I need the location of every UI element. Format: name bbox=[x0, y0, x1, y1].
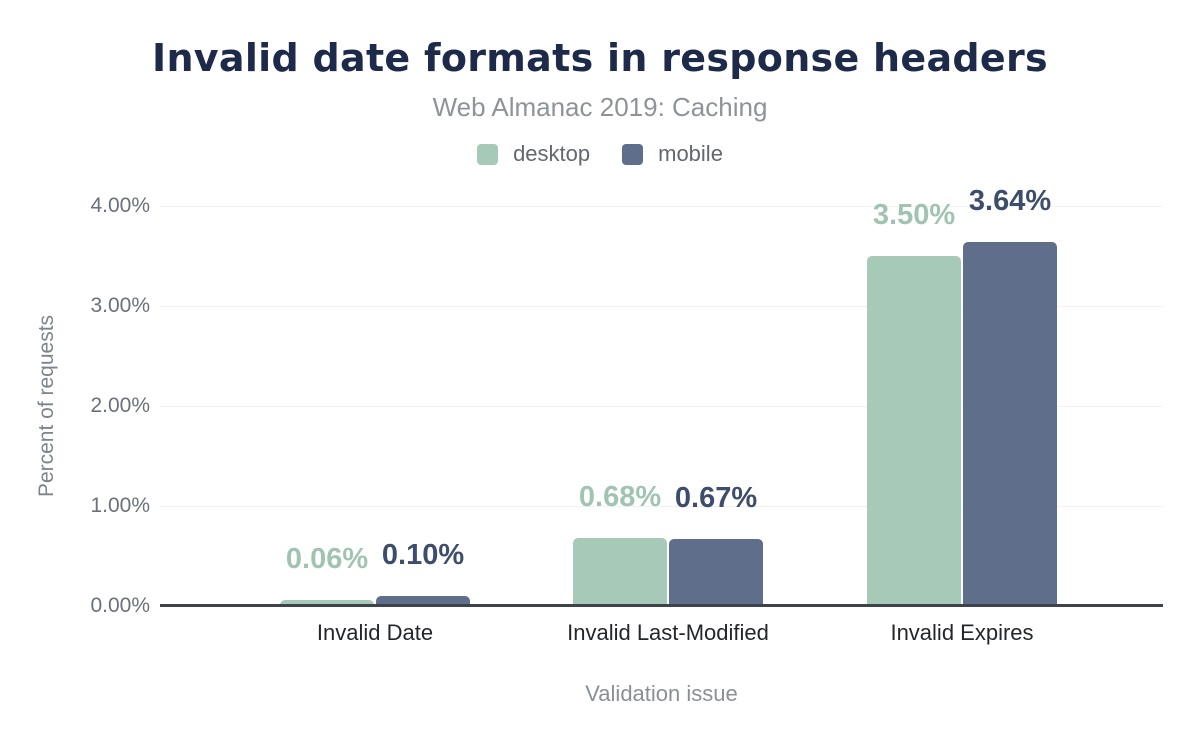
legend-item-mobile[interactable]: mobile bbox=[622, 141, 723, 167]
chart-title: Invalid date formats in response headers bbox=[152, 36, 1048, 80]
y-tick-label: 3.00% bbox=[90, 294, 150, 317]
legend-label-mobile: mobile bbox=[658, 141, 723, 166]
legend-swatch-desktop-icon bbox=[477, 143, 499, 165]
bar-desktop-invalid-expires bbox=[867, 256, 961, 606]
legend: desktop mobile bbox=[0, 141, 1200, 167]
legend-item-desktop[interactable]: desktop bbox=[477, 141, 590, 167]
plot-area: Invalid Date 0.06% 0.10% Invalid Last-Modif… bbox=[160, 187, 1163, 645]
chart-subtitle: Web Almanac 2019: Caching bbox=[432, 92, 768, 122]
gridline bbox=[160, 206, 1163, 207]
bar-desktop-invalid-last-modified bbox=[573, 538, 667, 606]
x-category-label-invalid-expires: Invalid Expires bbox=[890, 620, 1034, 645]
y-tick-label: 0.00% bbox=[90, 594, 150, 617]
x-axis-title: Validation issue bbox=[585, 681, 738, 706]
bar-desktop-invalid-date bbox=[280, 600, 374, 606]
bar-mobile-invalid-date bbox=[376, 596, 470, 606]
x-axis-line bbox=[160, 604, 1163, 607]
bar-mobile-invalid-expires bbox=[963, 242, 1057, 606]
y-tick-label: 2.00% bbox=[90, 394, 150, 417]
value-label-mobile-invalid-date: 0.10% bbox=[381, 539, 465, 571]
legend-swatch-mobile-icon bbox=[622, 143, 644, 165]
x-category-label-invalid-date: Invalid Date bbox=[316, 620, 434, 645]
legend-label-desktop: desktop bbox=[513, 141, 591, 166]
value-label-desktop-invalid-date: 0.06% bbox=[285, 543, 369, 575]
gridline bbox=[160, 506, 1163, 507]
gridline bbox=[160, 306, 1163, 307]
value-label-mobile-invalid-last-modified: 0.67% bbox=[674, 482, 758, 514]
y-axis-ticks: 4.00% 3.00% 2.00% 1.00% 0.00% bbox=[0, 194, 150, 617]
value-label-desktop-invalid-last-modified: 0.68% bbox=[578, 481, 662, 513]
y-tick-label: 1.00% bbox=[90, 494, 150, 517]
bar-mobile-invalid-last-modified bbox=[669, 539, 763, 606]
x-category-label-invalid-last-modified: Invalid Last-Modified bbox=[567, 620, 769, 645]
gridline bbox=[160, 406, 1163, 407]
y-tick-label: 4.00% bbox=[90, 194, 150, 217]
value-label-desktop-invalid-expires: 3.50% bbox=[872, 199, 956, 231]
value-label-mobile-invalid-expires: 3.64% bbox=[968, 185, 1052, 217]
